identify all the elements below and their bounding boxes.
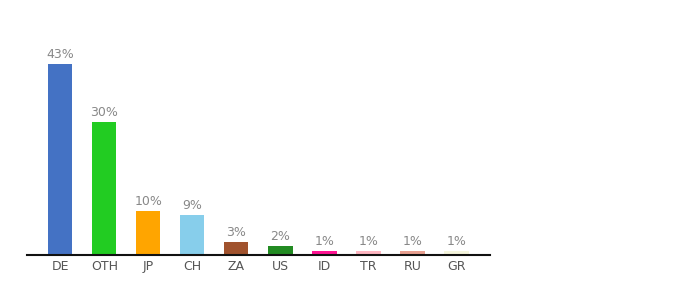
Text: 9%: 9% xyxy=(182,200,203,212)
Text: 2%: 2% xyxy=(271,230,290,243)
Text: 3%: 3% xyxy=(226,226,246,239)
Bar xyxy=(401,250,424,255)
Text: 43%: 43% xyxy=(46,48,74,61)
Bar xyxy=(180,215,205,255)
Text: 30%: 30% xyxy=(90,106,118,119)
Text: 1%: 1% xyxy=(403,235,422,248)
Bar xyxy=(48,64,73,255)
Bar xyxy=(224,242,248,255)
Bar xyxy=(269,246,292,255)
Bar xyxy=(444,250,469,255)
Text: 1%: 1% xyxy=(358,235,378,248)
Bar xyxy=(136,211,160,255)
Text: 1%: 1% xyxy=(447,235,466,248)
Bar xyxy=(92,122,116,255)
Text: 1%: 1% xyxy=(314,235,335,248)
Bar xyxy=(312,250,337,255)
Bar xyxy=(356,250,381,255)
Text: 10%: 10% xyxy=(135,195,163,208)
